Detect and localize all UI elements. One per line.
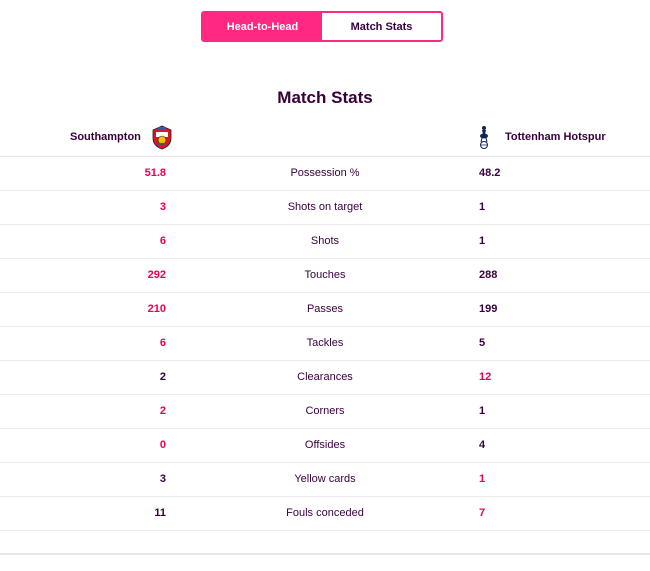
stat-label: Possession % [290,167,360,179]
away-team-name: Tottenham Hotspur [505,131,606,143]
stat-row: Shots 6 1 [0,225,650,259]
home-stat-value: 11 [154,507,166,519]
home-stat-value: 292 [147,269,166,281]
tab-match-stats[interactable]: Match Stats [322,13,441,40]
stat-row: Shots on target 3 1 [0,191,650,225]
stat-row: Passes 210 199 [0,293,650,327]
home-stat-value: 2 [159,371,166,383]
away-team-header: Tottenham Hotspur [473,124,606,150]
away-stat-value: 48.2 [479,167,501,179]
stat-row: Corners 2 1 [0,395,650,429]
home-stat-value: 2 [159,405,166,417]
home-stat-value: 3 [159,473,166,485]
stats-tab-group: Head-to-Head Match Stats [201,11,443,42]
match-stats-table: Possession % 51.8 48.2 Shots on target 3 1 Sho… [0,156,650,531]
stat-label: Passes [306,303,344,315]
page-title: Match Stats [277,88,373,107]
stat-label: Clearances [297,371,353,383]
tab-head-to-head[interactable]: Head-to-Head [203,13,322,40]
away-stat-value: 1 [479,235,486,247]
away-stat-value: 1 [479,405,486,417]
stat-label: Touches [304,269,346,281]
stat-label: Fouls conceded [286,507,364,519]
stat-row: Clearances 2 12 [0,361,650,395]
stat-row: Possession % 51.8 48.2 [0,157,650,191]
stat-label: Tackles [306,337,344,349]
home-stat-value: 210 [147,303,166,315]
away-stat-value: 1 [479,473,486,485]
tottenham-crest-icon [473,124,495,150]
away-stat-value: 288 [479,269,498,281]
home-stat-value: 0 [159,439,166,451]
stat-label: Yellow cards [294,473,356,485]
stat-label: Offsides [304,439,346,451]
stat-label: Shots on target [287,201,363,213]
stat-row: Yellow cards 3 1 [0,463,650,497]
home-team-name: Southampton [70,131,141,143]
away-stat-value: 7 [479,507,486,519]
home-team-header: Southampton [70,124,173,150]
stat-label: Shots [310,235,340,247]
away-stat-value: 5 [479,337,486,349]
home-stat-value: 6 [159,337,166,349]
home-stat-value: 6 [159,235,166,247]
stat-row: Tackles 6 5 [0,327,650,361]
stat-row: Offsides 0 4 [0,429,650,463]
section-divider [0,553,650,555]
southampton-crest-icon [151,124,173,150]
stat-row: Touches 292 288 [0,259,650,293]
away-stat-value: 12 [479,371,492,383]
away-stat-value: 1 [479,201,486,213]
stat-row: Fouls conceded 11 7 [0,497,650,531]
stat-label: Corners [305,405,345,417]
home-stat-value: 3 [159,201,166,213]
away-stat-value: 199 [479,303,498,315]
away-stat-value: 4 [479,439,486,451]
home-stat-value: 51.8 [144,167,166,179]
